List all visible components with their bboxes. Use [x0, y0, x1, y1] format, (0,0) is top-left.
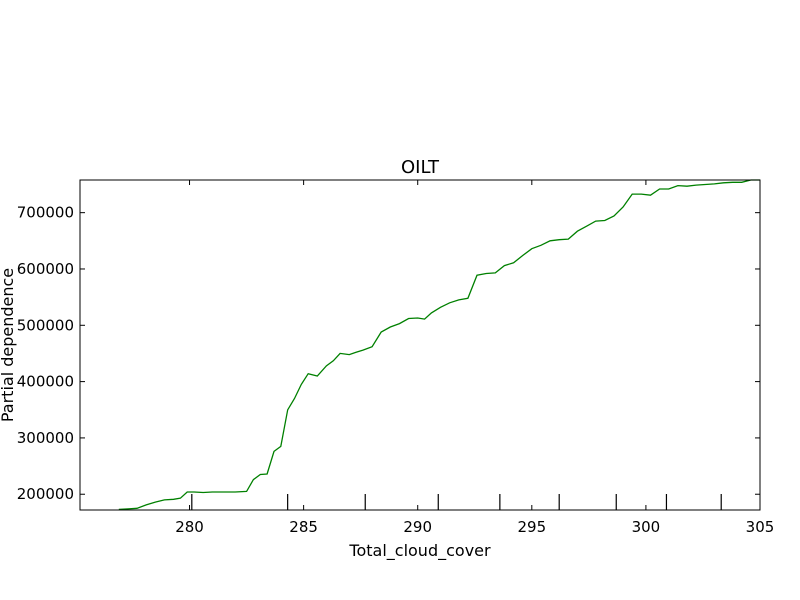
- y-tick-label: 500000: [17, 316, 74, 334]
- x-tick-label: 285: [289, 518, 318, 536]
- x-tick-label: 295: [517, 518, 546, 536]
- x-tick-label: 305: [746, 518, 775, 536]
- y-tick-label: 200000: [17, 485, 74, 503]
- y-axis-label: Partial dependence: [0, 268, 17, 422]
- chart-title: OILT: [401, 157, 440, 178]
- rug-layer: [191, 494, 722, 510]
- y-tick-label: 600000: [17, 260, 74, 278]
- y-tick-label: 400000: [17, 373, 74, 391]
- x-tick-label: 290: [403, 518, 432, 536]
- series-line: [118, 179, 760, 511]
- ticks-layer: 280 285 290 295 300 305 200000 300000 400000 5000…: [17, 180, 775, 536]
- x-axis-label: Total_cloud_cover: [348, 541, 491, 561]
- x-tick-label: 280: [175, 518, 204, 536]
- x-tick-label: 300: [632, 518, 661, 536]
- y-tick-label: 700000: [17, 204, 74, 222]
- plot-frame: [79, 179, 761, 511]
- y-tick-label: 300000: [17, 429, 74, 447]
